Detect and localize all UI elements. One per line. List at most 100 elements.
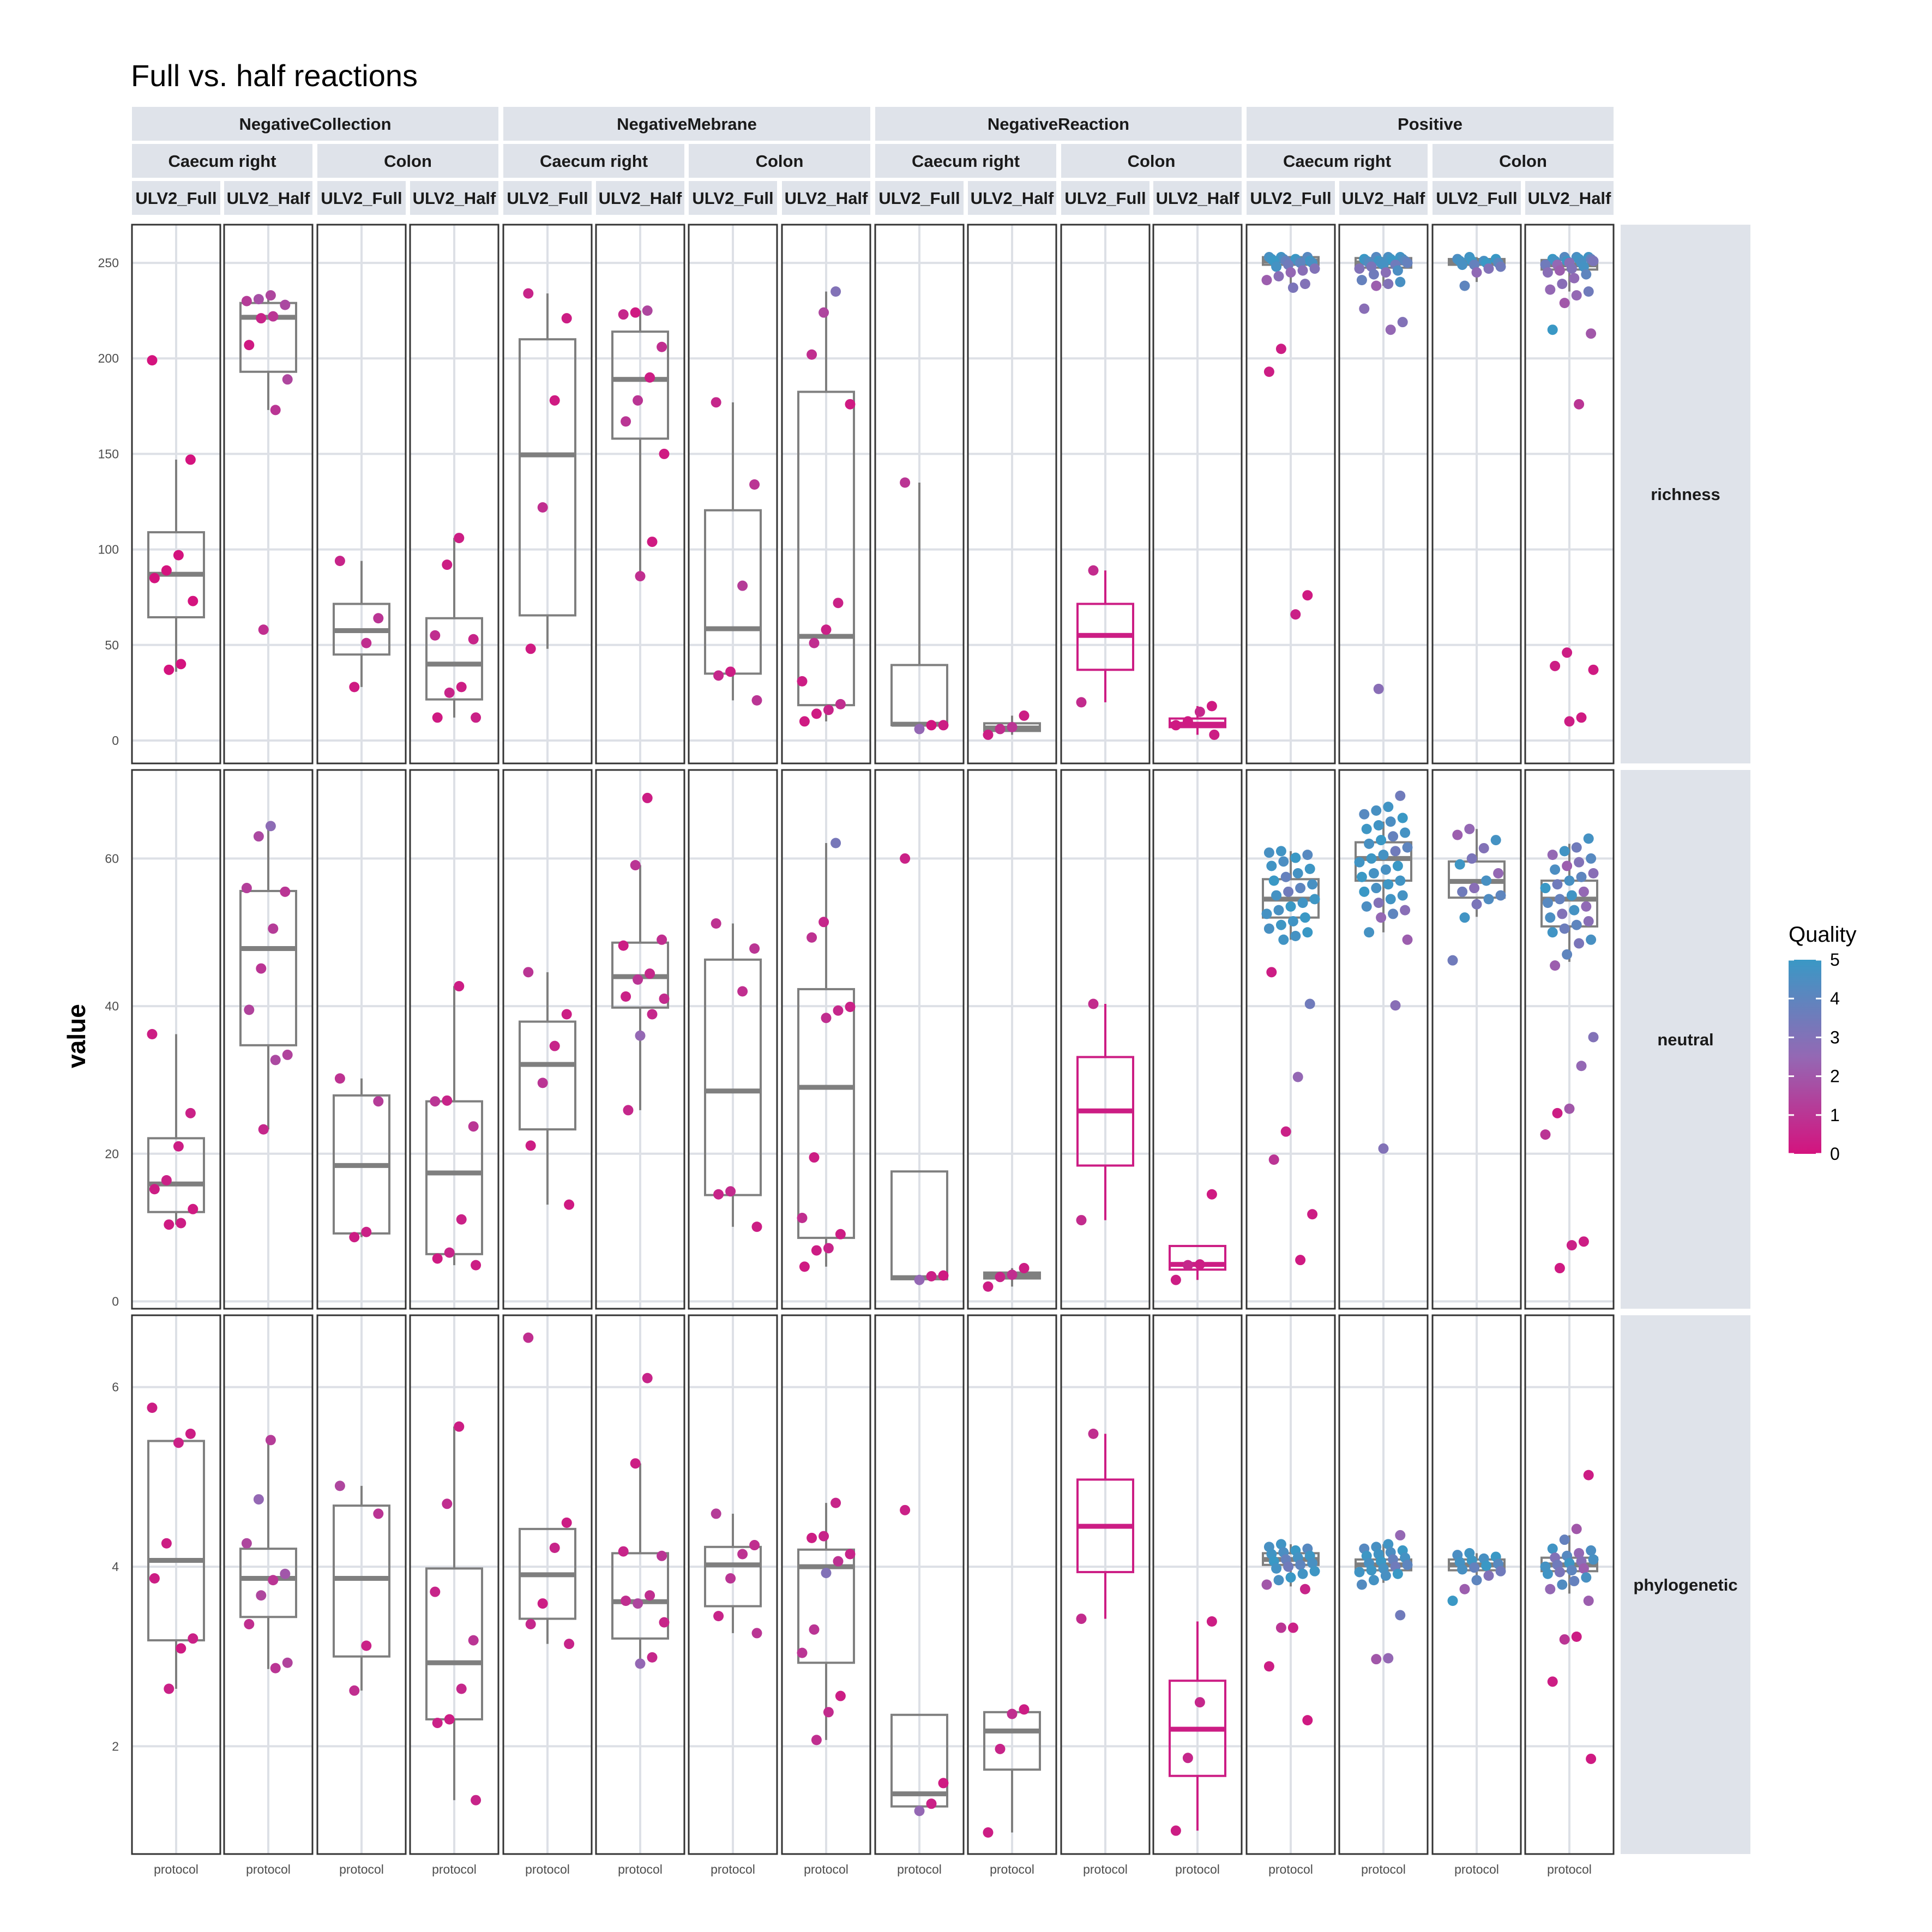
data-point xyxy=(1574,399,1585,410)
data-point xyxy=(938,1270,949,1281)
data-point xyxy=(1194,1259,1205,1270)
data-point xyxy=(1542,1568,1553,1579)
data-point xyxy=(270,1055,281,1066)
data-point xyxy=(749,1540,760,1551)
data-point xyxy=(256,313,267,324)
data-point xyxy=(1392,265,1403,276)
data-point xyxy=(373,1096,384,1107)
data-point xyxy=(995,1743,1006,1754)
data-point xyxy=(185,454,196,465)
data-point xyxy=(835,1690,846,1701)
data-point xyxy=(835,699,846,709)
data-point xyxy=(1206,1189,1217,1200)
data-point xyxy=(1550,960,1561,971)
panel-border xyxy=(1524,224,1615,765)
data-point xyxy=(1540,883,1551,894)
data-point xyxy=(349,1232,360,1243)
panel-border xyxy=(874,1314,965,1855)
data-point xyxy=(1285,267,1296,278)
data-point xyxy=(1578,1563,1589,1574)
data-point xyxy=(1261,908,1272,919)
data-point xyxy=(1562,860,1573,871)
data-point xyxy=(833,1005,844,1016)
strip-metric-label: neutral xyxy=(1657,1030,1713,1049)
data-point xyxy=(811,1245,822,1256)
data-point xyxy=(149,573,160,583)
data-point xyxy=(1361,901,1372,912)
data-point xyxy=(1361,823,1372,834)
data-point xyxy=(797,676,808,687)
data-point xyxy=(1380,267,1391,278)
data-point xyxy=(1275,344,1286,354)
data-point xyxy=(1388,831,1399,842)
legend-colorbar xyxy=(1789,960,1821,1154)
data-point xyxy=(1268,1154,1279,1165)
data-point xyxy=(1554,1567,1565,1578)
panel-border xyxy=(223,224,314,765)
x-tick-label: protocol xyxy=(990,1862,1034,1876)
data-point xyxy=(1271,890,1282,901)
data-point xyxy=(823,705,834,715)
panel-border xyxy=(967,224,1057,765)
data-point xyxy=(444,687,455,698)
data-point xyxy=(1309,894,1320,905)
data-point xyxy=(149,1573,160,1584)
data-point xyxy=(1392,1568,1403,1579)
data-point xyxy=(1395,790,1406,801)
strip-protocol xyxy=(1525,181,1614,215)
data-point xyxy=(1271,261,1282,272)
data-point xyxy=(525,1618,536,1629)
data-point xyxy=(797,1647,808,1658)
data-point xyxy=(270,405,281,416)
data-point xyxy=(633,395,643,406)
strip-sample-type-label: Colon xyxy=(756,152,804,171)
panel-border xyxy=(1152,1314,1243,1855)
data-point xyxy=(442,1095,453,1106)
data-point xyxy=(1356,275,1367,286)
data-point xyxy=(1206,1616,1217,1627)
panel-border xyxy=(1431,769,1522,1310)
data-point xyxy=(818,1531,829,1542)
data-point xyxy=(561,1517,572,1528)
box-iqr xyxy=(519,338,576,617)
x-tick-label: protocol xyxy=(525,1862,570,1876)
data-point xyxy=(1547,927,1558,938)
data-point xyxy=(1583,1470,1594,1480)
data-point xyxy=(525,643,536,654)
data-point xyxy=(1402,257,1413,268)
data-point xyxy=(1266,967,1277,978)
data-point xyxy=(185,1108,196,1118)
data-point xyxy=(914,724,925,735)
data-point xyxy=(811,1735,822,1746)
x-tick-label: protocol xyxy=(804,1862,848,1876)
data-point xyxy=(1459,280,1470,291)
data-point xyxy=(1588,664,1599,675)
strip-group-label: NegativeMebrane xyxy=(617,115,757,134)
data-point xyxy=(1297,898,1308,908)
panel-border xyxy=(409,224,499,765)
data-point xyxy=(995,724,1006,735)
data-point xyxy=(1261,1579,1272,1590)
panel-border xyxy=(1524,769,1615,1310)
box-iqr xyxy=(797,390,855,707)
data-point xyxy=(983,729,994,740)
y-tick-label: 0 xyxy=(112,1294,119,1308)
data-point xyxy=(799,716,810,727)
data-point xyxy=(645,968,655,979)
data-point xyxy=(1457,886,1468,897)
data-point xyxy=(926,1271,937,1281)
data-point xyxy=(630,307,641,318)
data-point xyxy=(1373,898,1384,908)
data-point xyxy=(1459,912,1470,923)
data-point xyxy=(833,598,844,609)
data-point xyxy=(1562,647,1573,658)
data-point xyxy=(1285,901,1296,912)
data-point xyxy=(1380,864,1391,875)
data-point xyxy=(1557,908,1568,919)
data-point xyxy=(1206,701,1217,712)
data-point xyxy=(749,479,760,490)
panel-border xyxy=(595,224,685,765)
x-tick-label: protocol xyxy=(339,1862,384,1876)
data-point xyxy=(188,1633,198,1644)
data-point xyxy=(900,853,911,864)
